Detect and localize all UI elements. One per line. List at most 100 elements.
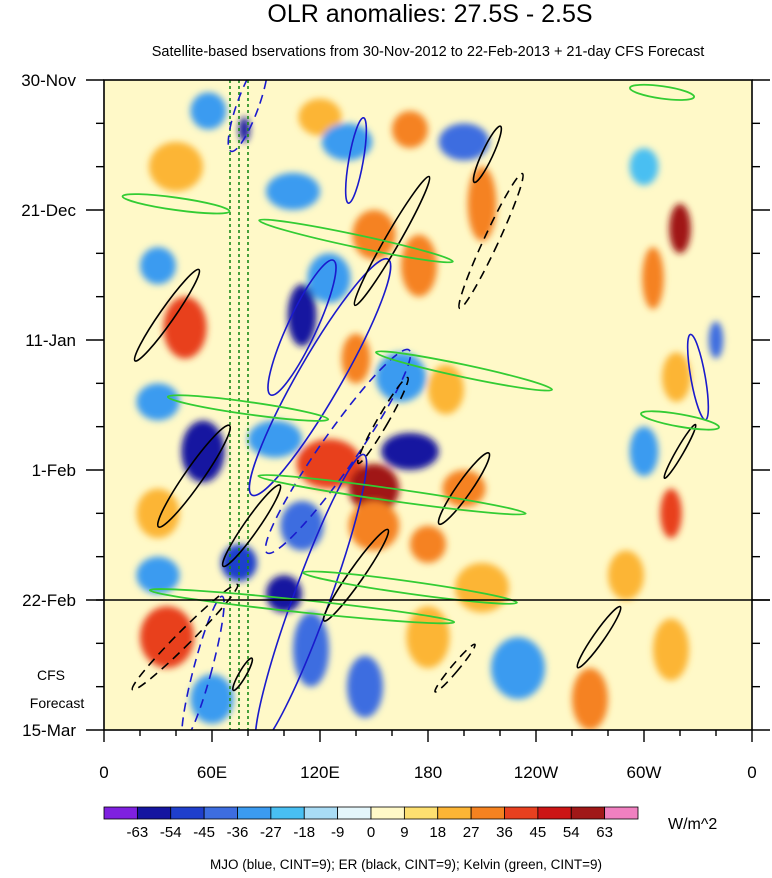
chart-title: OLR anomalies: 27.5S - 2.5S bbox=[267, 0, 592, 28]
x-tick-label: 60E bbox=[197, 763, 227, 782]
contour-mjo bbox=[344, 116, 368, 204]
colorbar-swatch bbox=[604, 806, 639, 820]
anomaly-feature bbox=[392, 110, 428, 149]
colorbar-label: -63 bbox=[127, 824, 149, 841]
anomaly-feature bbox=[660, 488, 682, 539]
contour-er bbox=[437, 452, 491, 526]
anomaly-feature bbox=[149, 141, 203, 192]
colorbar-swatch bbox=[136, 806, 172, 820]
anomaly-feature bbox=[642, 247, 664, 310]
y-tick-label: 30-Nov bbox=[21, 71, 76, 90]
forecast-label-line1: CFS bbox=[37, 667, 65, 683]
x-tick-label: 0 bbox=[99, 763, 108, 782]
anomaly-feature bbox=[266, 172, 320, 210]
contour-mjo bbox=[267, 259, 337, 397]
colorbar-swatch bbox=[237, 806, 272, 820]
contour-er bbox=[156, 424, 232, 528]
colorbar-swatch bbox=[403, 806, 439, 820]
anomaly-feature bbox=[136, 383, 180, 421]
contour-kelvin bbox=[258, 218, 454, 264]
colorbar-units: W/m^2 bbox=[668, 816, 717, 833]
contour-er bbox=[133, 268, 201, 362]
colorbar-swatch bbox=[103, 806, 138, 820]
x-axis: 0 60E 120E 180 120W 60W 0 bbox=[99, 730, 757, 782]
anomaly-feature bbox=[438, 123, 490, 161]
anomaly-feature bbox=[467, 166, 497, 241]
colorbar-swatch bbox=[537, 806, 572, 820]
colorbar-label: -27 bbox=[260, 824, 282, 841]
colorbar-swatch bbox=[437, 806, 472, 820]
colorbar-swatch bbox=[303, 806, 339, 820]
colorbar-swatch bbox=[270, 806, 305, 820]
anomaly-feature bbox=[136, 556, 180, 594]
contour-er bbox=[357, 376, 409, 465]
colorbar-label: 9 bbox=[400, 824, 408, 841]
contour-er bbox=[434, 643, 476, 693]
footnote: MJO (blue, CINT=9); ER (black, CINT=9); … bbox=[210, 857, 602, 872]
anomaly-feature bbox=[375, 352, 427, 402]
contour-er bbox=[458, 172, 524, 310]
anomaly-feature bbox=[428, 364, 464, 415]
anomaly-feature bbox=[181, 420, 225, 483]
anomaly-feature bbox=[140, 247, 176, 285]
colorbar-label: -45 bbox=[193, 824, 215, 841]
x-tick-label: 60W bbox=[627, 763, 662, 782]
colorbar-label: -9 bbox=[331, 824, 344, 841]
colorbar-swatch bbox=[570, 806, 606, 820]
contour-mjo bbox=[227, 80, 269, 153]
contour-kelvin bbox=[302, 570, 518, 605]
colorbar-label: -36 bbox=[227, 824, 249, 841]
x-tick-label: 120W bbox=[514, 763, 558, 782]
contour-er bbox=[322, 528, 390, 622]
colorbar-label: -54 bbox=[160, 824, 182, 841]
contour-mjo bbox=[181, 595, 225, 730]
contour-mjo bbox=[264, 348, 412, 555]
anomaly-feature bbox=[307, 253, 351, 303]
anomaly-feature bbox=[491, 637, 545, 700]
contour-er bbox=[576, 605, 622, 669]
colorbar: -63 -54 -45 -36 -27 -18 -9 0 9 18 27 36 45 54 63 bbox=[103, 806, 639, 841]
anomaly-feature bbox=[163, 296, 207, 359]
anomaly-feature bbox=[708, 321, 724, 359]
x-tick-label: 180 bbox=[414, 763, 442, 782]
colorbar-label: 63 bbox=[596, 824, 613, 841]
anomaly-feature bbox=[190, 674, 234, 724]
colorbar-label: 36 bbox=[496, 824, 513, 841]
anomaly-feature bbox=[266, 575, 302, 613]
anomaly-feature bbox=[455, 562, 509, 613]
contour-kelvin bbox=[629, 83, 695, 101]
anomaly-feature bbox=[321, 123, 373, 161]
colorbar-label: 18 bbox=[429, 824, 446, 841]
contour-er bbox=[232, 657, 254, 692]
anomaly-feature bbox=[136, 488, 180, 539]
anomaly-feature bbox=[298, 98, 342, 136]
anomaly-feature bbox=[248, 420, 302, 458]
y-tick-label: 22-Feb bbox=[22, 591, 76, 610]
anomaly-feature bbox=[629, 426, 659, 477]
plot-area bbox=[104, 80, 752, 730]
anomaly-feature bbox=[653, 618, 689, 681]
contour-kelvin bbox=[121, 193, 231, 215]
anomaly-feature bbox=[662, 352, 691, 402]
anomaly-feature bbox=[572, 668, 608, 730]
anomaly-feature bbox=[381, 432, 439, 470]
anomaly-feature bbox=[190, 92, 227, 130]
reference-longitude-lines bbox=[229, 80, 249, 730]
y-tick-label: 11-Jan bbox=[25, 331, 76, 350]
y-tick-label: 1-Feb bbox=[32, 461, 76, 480]
anomaly-field bbox=[136, 92, 724, 730]
anomaly-feature bbox=[401, 234, 437, 297]
colorbar-label: 0 bbox=[367, 824, 375, 841]
x-tick-label: 120E bbox=[300, 763, 340, 782]
colorbar-swatch bbox=[203, 806, 238, 820]
anomaly-feature bbox=[669, 203, 691, 254]
colorbar-swatch bbox=[504, 806, 539, 820]
colorbar-swatch bbox=[470, 806, 505, 820]
colorbar-swatch bbox=[370, 806, 405, 820]
anomaly-feature bbox=[140, 606, 194, 669]
anomaly-feature bbox=[287, 284, 317, 347]
anomaly-feature bbox=[608, 550, 644, 600]
colorbar-label: 27 bbox=[463, 824, 480, 841]
contour-kelvin bbox=[640, 410, 720, 431]
